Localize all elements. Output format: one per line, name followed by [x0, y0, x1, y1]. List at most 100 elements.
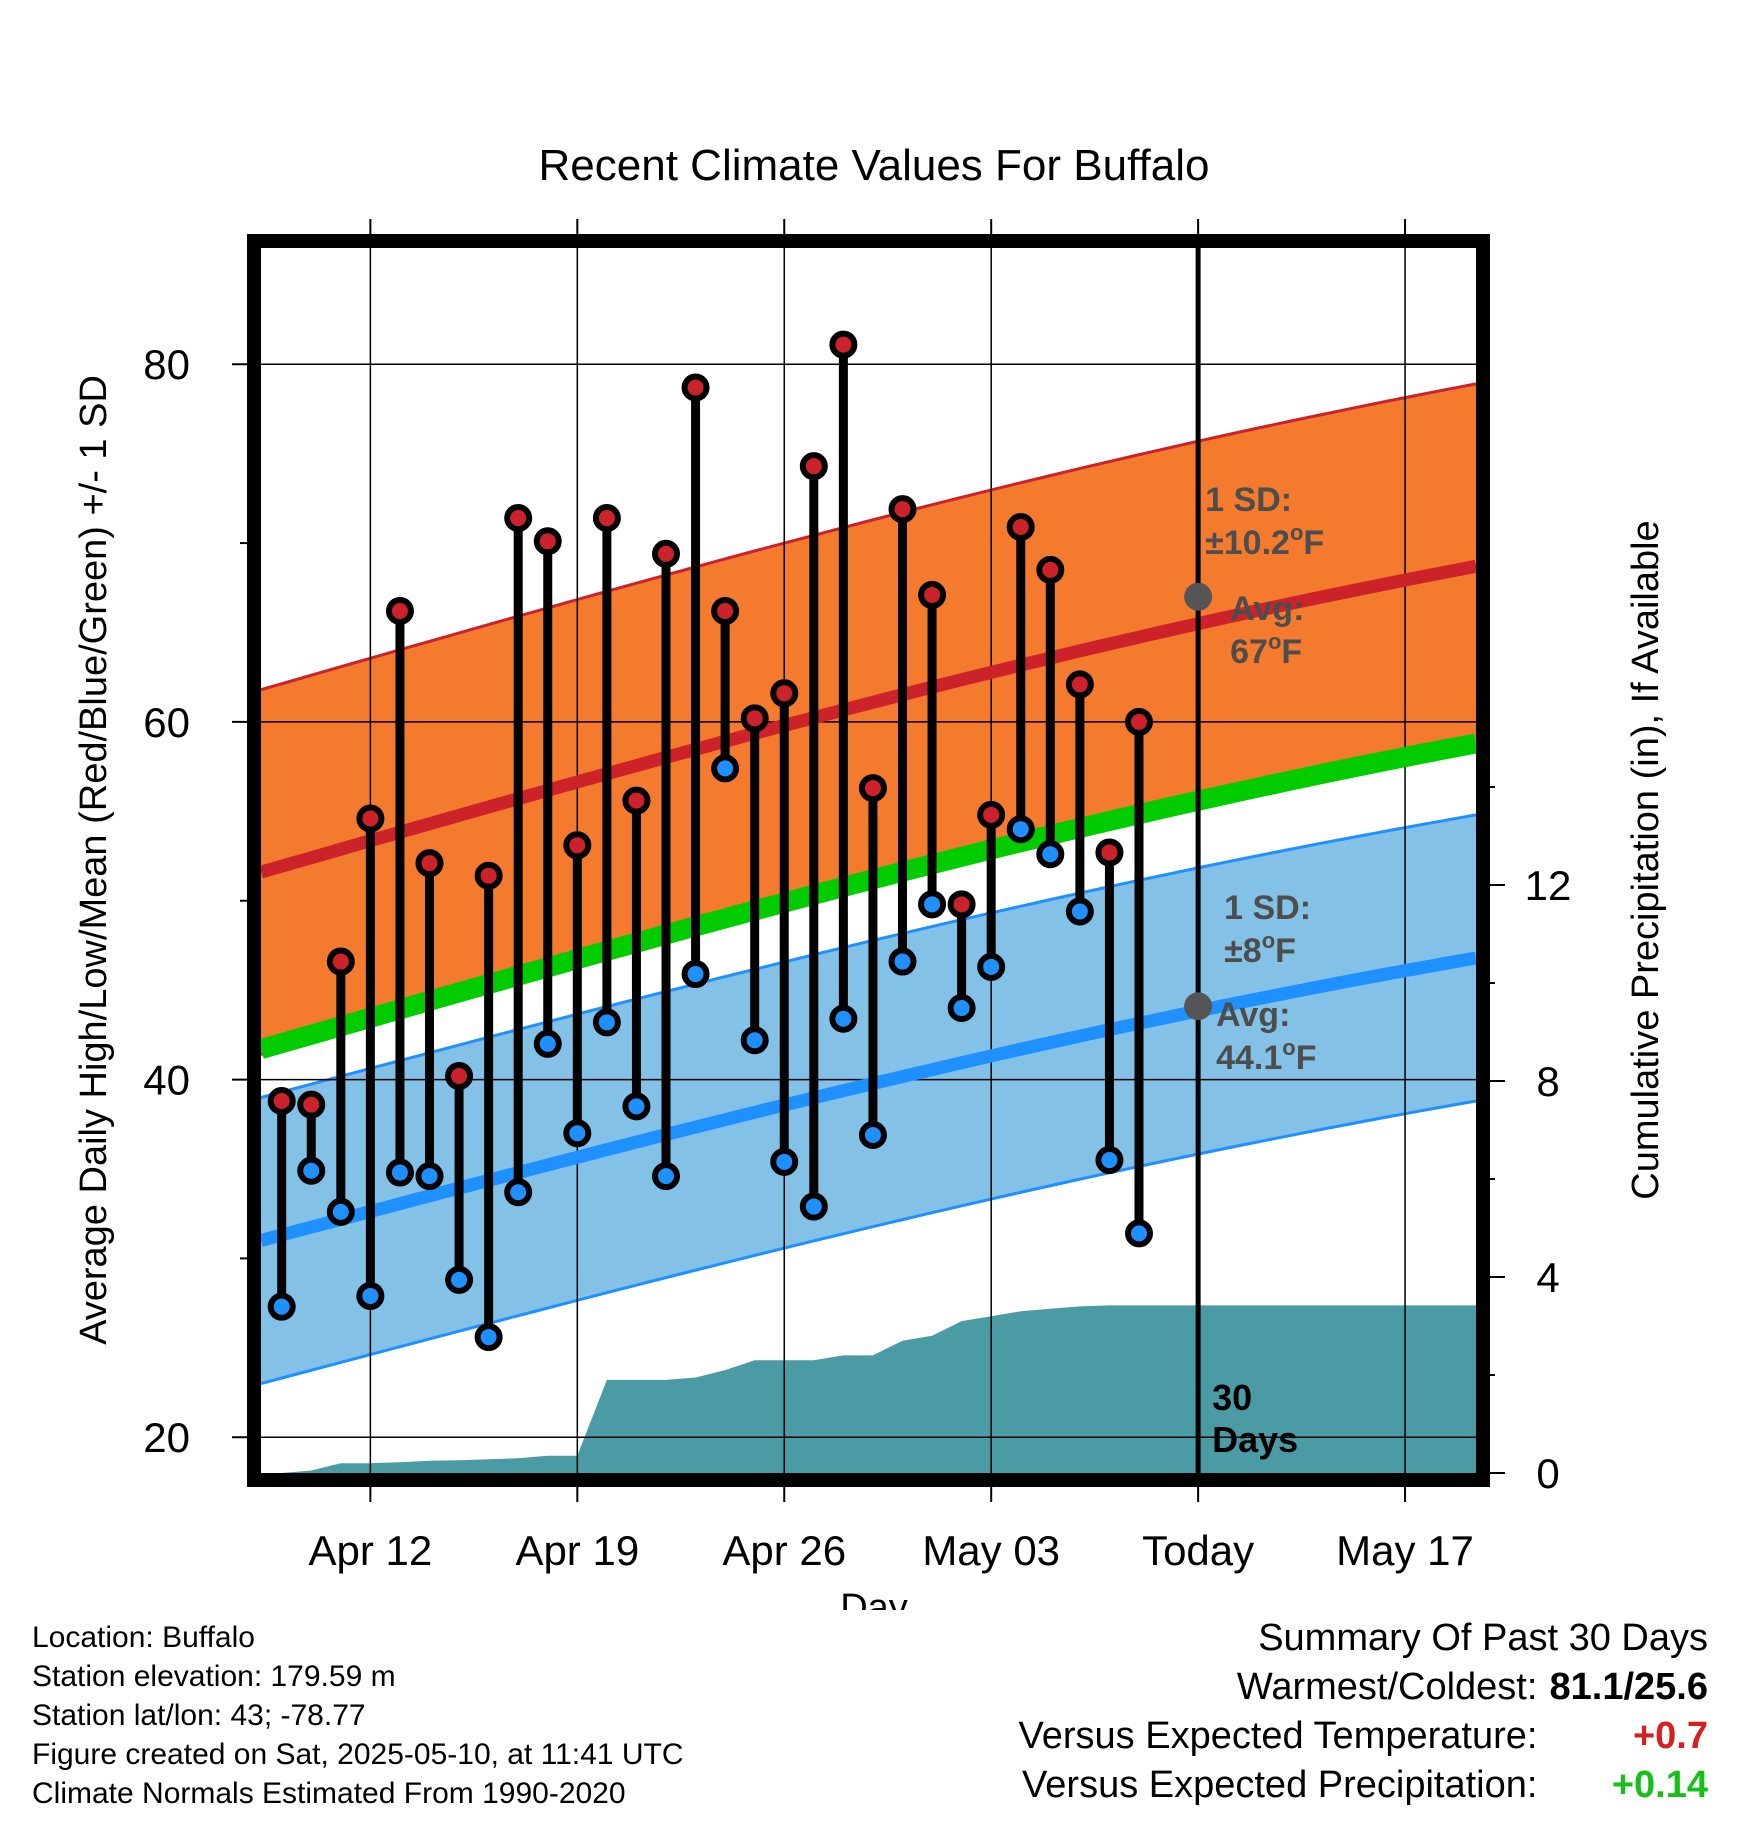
daily-low-point — [385, 1158, 414, 1187]
daily-high-point — [622, 786, 651, 815]
x-tick-label: Apr 26 — [722, 1527, 846, 1574]
y-axis-label: Average Daily High/Low/Mean (Red/Blue/Gr… — [73, 375, 115, 1345]
daily-high-point — [533, 527, 562, 556]
precip-anomaly-row: Versus Expected Precipitation: +0.14 — [1019, 1761, 1708, 1810]
daily-low-point — [267, 1292, 296, 1321]
precip-anomaly-value: +0.14 — [1611, 1764, 1708, 1806]
daily-low-point — [740, 1026, 769, 1055]
low-avg-label: Avg: — [1216, 996, 1290, 1034]
precip-area — [261, 1305, 1476, 1473]
daily-low-point — [947, 994, 976, 1023]
today-high-avg-marker — [1184, 582, 1213, 611]
x-tick-label: Apr 12 — [309, 1527, 433, 1574]
daily-low-point — [770, 1147, 799, 1176]
daily-high-point — [474, 861, 503, 890]
x-tick-label: Apr 19 — [515, 1527, 639, 1574]
y2-axis-label: Cumulative Precipitation (in), If Availa… — [1625, 520, 1667, 1199]
daily-high-point — [1065, 670, 1094, 699]
temp-anomaly-label: Versus Expected Temperature: — [1018, 1715, 1538, 1757]
daily-high-point — [947, 890, 976, 919]
daily-high-point — [326, 947, 355, 976]
high-sd-band — [261, 383, 1476, 1055]
y-tick-label: 80 — [143, 341, 190, 388]
precip-anomaly-label: Versus Expected Precipitation: — [1022, 1764, 1538, 1806]
daily-high-point — [267, 1087, 296, 1116]
daily-low-point — [504, 1178, 533, 1207]
days-count-label: 30 — [1212, 1377, 1252, 1418]
high-avg-label: Avg: — [1230, 590, 1304, 628]
x-tick-label: Today — [1142, 1527, 1254, 1574]
summary-title: Summary Of Past 30 Days — [1258, 1617, 1708, 1659]
x-axis-label: Day — [840, 1587, 908, 1610]
daily-low-point — [652, 1162, 680, 1191]
daily-high-point — [858, 774, 887, 803]
low-band-lower-edge — [260, 1099, 1477, 1386]
today-low-avg-marker — [1184, 992, 1213, 1021]
daily-low-point — [1065, 897, 1094, 926]
low-sd-value: ±8oF — [1224, 928, 1296, 970]
daily-low-point — [1006, 815, 1035, 844]
axes: 20 40 60 80 0 4 8 12 Apr 12 Apr 19 Apr 26 May 03 Tod… — [143, 219, 1571, 1574]
warmest-coldest-value: 81.1/25.6 — [1549, 1666, 1708, 1708]
daily-low-point — [563, 1119, 592, 1148]
y2-tick-label: 8 — [1536, 1058, 1559, 1105]
daily-high-point — [1095, 838, 1124, 867]
daily-low-point — [445, 1265, 474, 1294]
normal-high-line — [259, 559, 1478, 879]
daily-high-point — [681, 373, 710, 402]
y2-tick-label: 0 — [1536, 1450, 1559, 1497]
daily-low-point — [297, 1156, 326, 1185]
daily-high-point — [918, 580, 947, 609]
daily-low-point — [356, 1281, 385, 1310]
daily-high-point — [740, 704, 769, 733]
daily-high-point — [652, 539, 680, 568]
normals-text: Climate Normals Estimated From 1990-2020 — [32, 1777, 626, 1810]
elevation-text: Station elevation: 179.59 m — [32, 1660, 396, 1693]
daily-high-point — [770, 679, 799, 708]
daily-low-point — [326, 1197, 355, 1226]
daily-high-point — [592, 504, 621, 533]
daily-low-point — [592, 1008, 621, 1037]
daily-low-point — [977, 952, 1006, 981]
created-text: Figure created on Sat, 2025-05-10, at 11… — [32, 1738, 684, 1771]
daily-low-point — [888, 947, 917, 976]
high-sd-value: ±10.2oF — [1205, 520, 1324, 562]
daily-low-point — [1124, 1219, 1153, 1248]
daily-low-point — [799, 1192, 828, 1221]
daily-high-point — [829, 330, 858, 359]
high-sd-label: 1 SD: — [1205, 481, 1292, 519]
high-avg-value: 67oF — [1230, 629, 1302, 671]
daily-low-point — [711, 754, 740, 783]
low-avg-value: 44.1oF — [1216, 1035, 1316, 1077]
low-sd-label: 1 SD: — [1224, 889, 1311, 927]
y2-tick-label: 12 — [1525, 862, 1572, 909]
daily-high-point — [799, 452, 828, 481]
y-tick-label: 20 — [143, 1414, 190, 1461]
daily-low-point — [918, 890, 947, 919]
daily-low-point — [1095, 1146, 1124, 1175]
latlon-text: Station lat/lon: 43; -78.77 — [32, 1699, 366, 1732]
daily-low-point — [681, 960, 710, 989]
daily-low-point — [415, 1162, 444, 1191]
location-text: Location: Buffalo — [32, 1621, 255, 1654]
daily-high-point — [297, 1090, 326, 1119]
climate-chart: Recent Climate Values For Buffalo 1 SD:±… — [73, 141, 1667, 1610]
daily-high-point — [385, 597, 414, 626]
warmest-coldest-row: Warmest/Coldest: 81.1/25.6 — [1019, 1663, 1708, 1712]
daily-high-point — [1036, 555, 1065, 584]
y-tick-label: 60 — [143, 699, 190, 746]
daily-high-point — [1006, 512, 1035, 541]
plot-frame — [247, 234, 1490, 1487]
daily-low-point — [533, 1029, 562, 1058]
daily-low-point — [1036, 840, 1065, 869]
y-tick-label: 40 — [143, 1057, 190, 1104]
y2-tick-label: 4 — [1536, 1254, 1559, 1301]
x-tick-label: May 03 — [922, 1527, 1060, 1574]
station-info: Location: Buffalo Station elevation: 179… — [32, 1618, 684, 1813]
high-band-upper-edge — [260, 382, 1477, 692]
daily-high-point — [445, 1061, 474, 1090]
daily-high-point — [415, 849, 444, 878]
daily-high-point — [711, 597, 740, 626]
daily-high-point — [356, 804, 385, 833]
